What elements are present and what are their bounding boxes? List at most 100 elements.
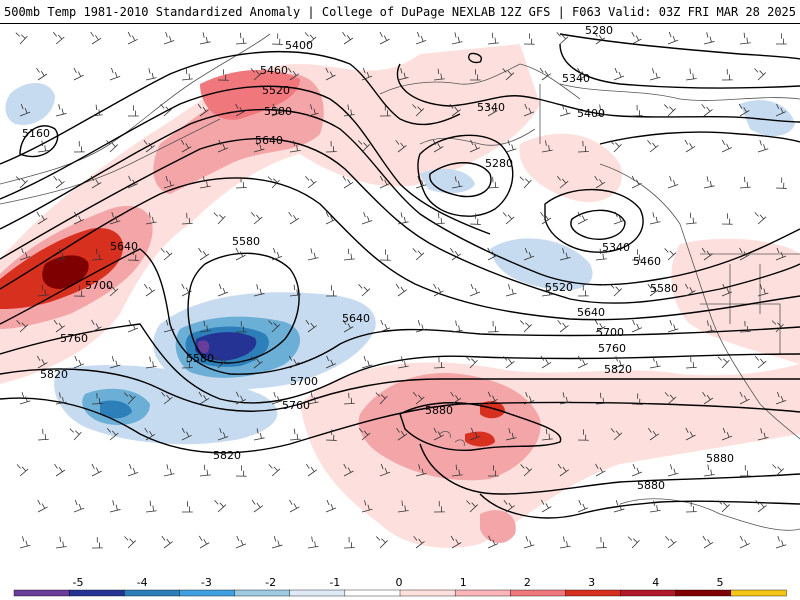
- wind-barb-icon: [685, 356, 697, 369]
- wind-barb-icon: [325, 211, 336, 225]
- colorbar-tick-label: 1: [460, 576, 467, 589]
- wind-barb-icon: [325, 141, 337, 153]
- wind-barb-icon: [449, 103, 461, 117]
- contour-label: 5700: [596, 326, 624, 339]
- wind-barb-icon: [577, 67, 588, 81]
- colorbar-legend: -5 -4 -3 -2 -1 0 1 2 3 4 5: [0, 575, 800, 600]
- wind-barb-icon: [73, 67, 84, 81]
- wind-barb-icon: [342, 175, 354, 189]
- wind-barb-icon: [685, 427, 696, 441]
- wind-barb-icon: [91, 463, 102, 477]
- wind-barb-icon: [37, 499, 48, 513]
- wind-barb-icon: [771, 320, 784, 333]
- wind-barb-icon: [412, 248, 425, 261]
- wind-barb-icon: [684, 139, 696, 153]
- wind-barb-icon: [251, 499, 263, 513]
- wind-barb-icon: [199, 176, 211, 189]
- wind-barb-icon: [343, 463, 354, 477]
- wind-barb-icon: [16, 320, 29, 333]
- wind-barb-icon: [91, 392, 103, 405]
- wind-barb-icon: [106, 140, 119, 153]
- wind-barb-icon: [610, 428, 623, 441]
- wind-barb-icon: [667, 31, 679, 45]
- wind-barb-icon: [772, 464, 785, 477]
- colorbar-tick-label: -2: [265, 576, 276, 589]
- wind-barb-icon: [631, 463, 643, 477]
- wind-barb-icon: [613, 500, 625, 513]
- wind-barb-icon: [451, 464, 463, 477]
- wind-barb-icon: [487, 32, 499, 45]
- wind-barb-icon: [361, 356, 373, 369]
- wind-barb-icon: [739, 176, 751, 189]
- wind-barb-icon: [109, 67, 121, 81]
- wind-barb-icon: [702, 535, 714, 549]
- wind-barb-icon: [127, 249, 139, 261]
- wind-barb-icon: [379, 463, 391, 477]
- contour-label: 5820: [604, 363, 632, 376]
- wind-barb-icon: [289, 499, 300, 513]
- wind-barb-icon: [343, 248, 355, 261]
- wind-barb-icon: [702, 391, 714, 405]
- contour-label: 5160: [22, 127, 50, 140]
- wind-barb-icon: [217, 283, 229, 297]
- colorbar-swatch: [565, 589, 622, 597]
- wind-barb-icon: [36, 67, 48, 81]
- wind-barb-icon: [577, 355, 588, 369]
- wind-barb-icon: [613, 67, 625, 81]
- wind-barb-icon: [123, 392, 136, 405]
- wind-barb-icon: [775, 103, 787, 117]
- wind-barb-icon: [145, 212, 157, 225]
- wind-barb-icon: [307, 248, 319, 261]
- wind-barb-icon: [235, 391, 246, 405]
- wind-barb-icon: [15, 32, 28, 45]
- wind-barb-icon: [487, 391, 498, 405]
- wind-barb-icon: [451, 320, 463, 333]
- contour-label: 5760: [60, 332, 88, 345]
- wind-barb-icon: [415, 175, 427, 189]
- wind-barb-icon: [91, 537, 103, 549]
- contour-label: 5460: [260, 64, 288, 77]
- wind-barb-icon: [361, 211, 373, 225]
- wind-barb-icon: [305, 463, 318, 477]
- wind-barb-icon: [160, 248, 173, 261]
- wind-barb-icon: [145, 500, 157, 513]
- wind-barb-icon: [106, 428, 119, 441]
- wind-barb-icon: [631, 175, 642, 189]
- wind-barb-icon: [433, 501, 445, 513]
- wind-barb-icon: [577, 429, 589, 441]
- wind-barb-icon: [127, 105, 139, 117]
- wind-barb-icon: [375, 392, 388, 405]
- wind-barbs: [15, 31, 787, 549]
- wind-barb-icon: [15, 176, 28, 189]
- contour-label: 5700: [290, 375, 318, 388]
- wind-barb-icon: [487, 176, 499, 189]
- wind-barb-icon: [396, 427, 408, 441]
- wind-barb-icon: [91, 104, 103, 117]
- wind-barb-icon: [73, 285, 85, 297]
- wind-barb-icon: [181, 68, 193, 81]
- colorbar-swatch: [124, 589, 181, 597]
- wind-barb-icon: [486, 103, 498, 117]
- wind-barb-icon: [450, 391, 462, 405]
- wind-barb-icon: [503, 499, 515, 513]
- wind-barb-icon: [19, 103, 31, 117]
- wind-barb-icon: [595, 248, 607, 261]
- colorbar-swatch: [13, 589, 70, 597]
- wind-barb-icon: [541, 428, 553, 441]
- wind-barb-icon: [161, 535, 173, 549]
- colorbar-swatch: [620, 589, 677, 597]
- wind-barb-icon: [701, 103, 713, 117]
- wind-barb-icon: [213, 356, 226, 369]
- wind-barb-icon: [505, 284, 517, 297]
- wind-barb-icon: [342, 319, 354, 333]
- wind-barb-icon: [487, 321, 499, 333]
- wind-barb-icon: [738, 103, 750, 117]
- wind-barb-icon: [181, 427, 192, 441]
- wind-barb-icon: [556, 32, 569, 45]
- wind-barb-icon: [199, 320, 211, 333]
- wind-barb-icon: [307, 104, 319, 117]
- wind-barb-icon: [540, 211, 552, 225]
- wind-barb-icon: [127, 175, 139, 189]
- wind-barb-icon: [379, 31, 390, 45]
- wind-barb-icon: [397, 356, 409, 369]
